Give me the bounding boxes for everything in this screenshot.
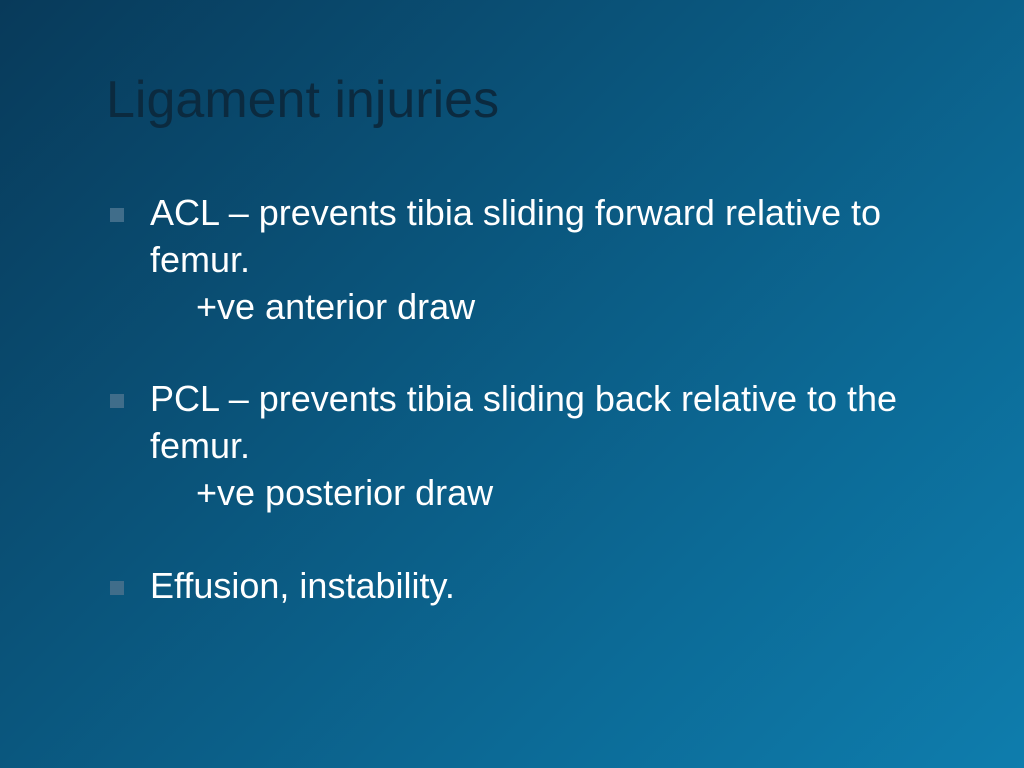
bullet-square-icon [110,581,124,595]
bullet-list: ACL – prevents tibia sliding forward rel… [100,190,944,610]
list-item: PCL – prevents tibia sliding back relati… [110,376,944,516]
slide-title: Ligament injuries [106,70,944,130]
list-item: Effusion, instability. [110,563,944,610]
slide: Ligament injuries ACL – prevents tibia s… [0,0,1024,768]
list-item: ACL – prevents tibia sliding forward rel… [110,190,944,330]
bullet-text-line1: Effusion, instability. [150,565,455,606]
bullet-text-line1: PCL – prevents tibia sliding back relati… [150,378,897,466]
bullet-square-icon [110,394,124,408]
bullet-text-line2: +ve posterior draw [150,470,944,517]
bullet-text-line1: ACL – prevents tibia sliding forward rel… [150,192,881,280]
bullet-text-line2: +ve anterior draw [150,284,944,331]
bullet-square-icon [110,208,124,222]
